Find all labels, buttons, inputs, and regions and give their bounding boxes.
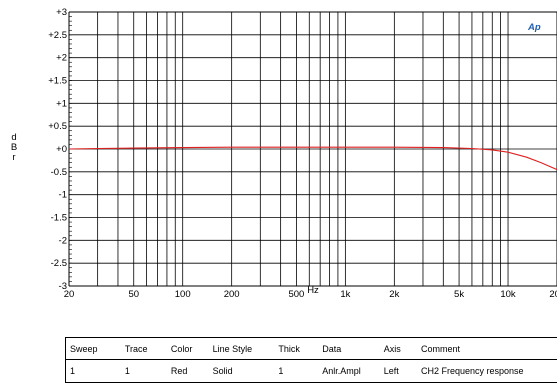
legend-header-cell: Sweep: [66, 338, 121, 360]
y-tick-label: +0: [56, 144, 67, 155]
legend-data-row: 1 1 Red Solid 1 Anlr.Ampl Left CH2 Frequency re…: [66, 360, 557, 382]
grid: [68, 11, 557, 287]
x-axis: 20 50 100 200 500 1k 2k 5k 10k 20k: [64, 289, 557, 300]
legend-cell: CH2 Frequency response: [421, 365, 524, 376]
x-tick-label: 20: [64, 289, 75, 300]
legend-header-cell: Thick: [274, 338, 319, 360]
legend-header-cell: Comment: [417, 338, 557, 360]
y-tick-label: +1: [56, 98, 67, 109]
x-tick-label: 200: [224, 289, 240, 300]
series-line: [68, 146, 557, 171]
x-tick-label: 500: [288, 289, 304, 300]
legend-header-cell: Axis: [379, 338, 417, 360]
legend-cell: Left: [383, 365, 399, 376]
y-tick-label: +0.5: [48, 121, 67, 132]
frequency-response-chart: +3 +2.5 +2 +1.5 +1 +0.5 +0 -0.5 -1 -1.5 -2 -2.5 -3 2…: [48, 7, 557, 300]
legend-cell: 1: [278, 365, 284, 376]
x-tick-label: 50: [128, 289, 139, 300]
ap-logo: Ap: [527, 22, 541, 33]
x-tick-label: 2k: [389, 289, 399, 300]
y-tick-label: +1.5: [48, 76, 67, 87]
y-axis-label-letter: d: [11, 132, 17, 143]
x-tick-label: 10k: [500, 289, 516, 300]
y-tick-label: -0.5: [51, 167, 67, 178]
y-tick-label: +3: [56, 7, 67, 18]
series-lines: [68, 146, 557, 171]
y-axis-label-letter: r: [12, 152, 16, 163]
y-tick-label: +2.5: [48, 30, 67, 41]
x-tick-label: 5k: [454, 289, 464, 300]
y-axis-label-letter: B: [10, 142, 18, 153]
legend-header-cell: Trace: [120, 338, 167, 360]
x-tick-label: 100: [175, 289, 191, 300]
legend-cell: Anlr.Ampl: [322, 365, 361, 376]
y-tick-label: -1: [59, 190, 67, 201]
x-tick-label: 1k: [340, 289, 350, 300]
y-tick-label: -2: [59, 235, 67, 246]
legend-cell: Red: [170, 365, 188, 376]
y-axis: +3 +2.5 +2 +1.5 +1 +0.5 +0 -0.5 -1 -1.5 -2 -2.5 -3: [48, 7, 72, 292]
y-tick-label: -1.5: [51, 213, 67, 224]
legend-cell: 1: [70, 365, 76, 376]
x-axis-label: Hz: [307, 285, 319, 296]
legend-header-cell: Color: [166, 338, 209, 360]
legend-cell: Solid: [212, 365, 233, 376]
y-tick-label: -3: [59, 281, 67, 292]
legend-header-row: Sweep Trace Color Line Style Thick Data Axis Co…: [66, 338, 557, 360]
x-tick-label: 20k: [549, 289, 557, 300]
y-tick-label: -2.5: [51, 258, 67, 269]
legend-table: Sweep Trace Color Line Style Thick Data Axis Co…: [65, 337, 557, 383]
legend-header-cell: Data: [318, 338, 380, 360]
legend-cell: 1: [124, 365, 130, 376]
legend-header-cell: Line Style: [208, 338, 275, 360]
y-tick-label: +2: [56, 53, 67, 64]
